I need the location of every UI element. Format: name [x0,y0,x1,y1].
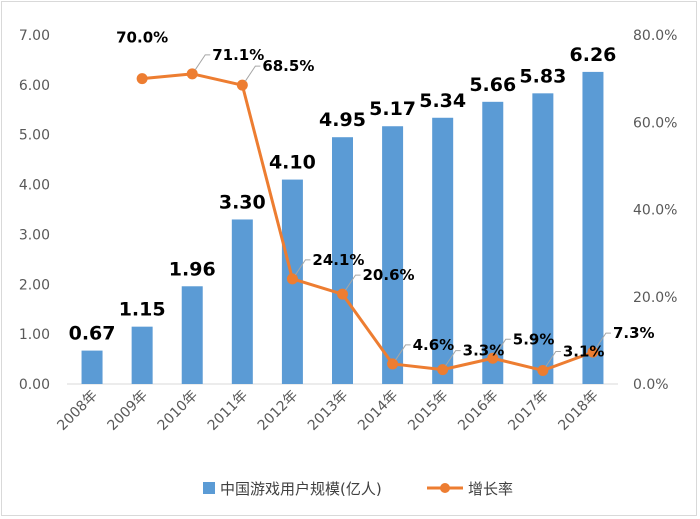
bar [532,93,554,384]
legend-line-label: 增长率 [468,480,513,498]
bar [582,71,604,384]
legend-bar-label: 中国游戏用户规模(亿人) [220,480,382,498]
bar-value-label: 6.26 [570,44,617,66]
line-point [487,352,499,364]
rate-value-label: 4.6% [413,336,455,354]
rate-value-label: 7.3% [613,324,655,342]
x-tick-label: 2011年 [205,388,251,434]
bar-value-label: 1.15 [119,299,166,321]
y-right-tick-label: 0.0% [633,377,669,393]
x-tick-label: 2014年 [355,388,401,434]
rate-value-label: 68.5% [262,57,314,75]
label-leader-line [194,54,211,71]
label-leader-line [244,65,261,82]
bar-value-label: 4.10 [269,152,316,174]
bar-value-label: 3.30 [219,191,266,213]
x-tick-label: 2012年 [255,388,301,434]
line-point [437,364,449,376]
y-right-tick-label: 80.0% [633,28,677,44]
bar [432,117,454,385]
y-left-tick-label: 2.00 [19,277,50,293]
rate-value-label: 24.1% [312,251,364,269]
x-tick-label: 2016年 [455,388,501,434]
bar [332,137,353,384]
bar-value-label: 1.96 [169,258,216,280]
line-point [186,68,198,80]
label-leader-line [294,259,311,276]
growth-line [141,72,594,372]
rate-value-label: 70.0% [116,29,168,47]
label-leader-line [545,350,561,367]
y-right-tick-label: 60.0% [633,115,677,131]
bar [181,286,203,384]
x-tick-label: 2017年 [505,388,551,434]
y-left-tick-label: 4.00 [19,178,50,194]
bar [231,219,253,384]
line-point [537,364,549,376]
bar-value-label: 5.34 [419,90,466,112]
legend-bar-swatch [203,482,215,494]
line-point [286,273,298,285]
bar [482,101,504,385]
bar-value-label: 5.66 [469,74,516,96]
bar-value-label: 5.17 [369,98,416,120]
y-left-tick-label: 1.00 [19,327,50,343]
y-left-tick-label: 7.00 [19,28,50,44]
data-labels: 0.671.151.96 3.304.104.95 5.17 5.345.66 5.83… [69,29,655,367]
legend-line-marker [440,483,450,493]
bar [382,126,404,384]
line-point [337,288,348,300]
line-series [136,68,599,376]
line-point [136,73,148,85]
rate-value-label: 3.1% [563,342,605,360]
label-leader-line [395,344,411,361]
bar-series [81,71,604,385]
x-tick-label: 2015年 [405,388,451,434]
y-left-tick-label: 5.00 [19,128,50,144]
label-leader-line [495,338,511,355]
line-point [236,79,248,91]
label-leader-line [595,332,611,349]
bar [131,326,153,384]
legend: 中国游戏用户规模(亿人) 增长率 [203,480,513,498]
bar-value-label: 0.67 [69,323,116,345]
x-tick-label: 2013年 [305,388,351,434]
y-right-tick-label: 40.0% [633,203,677,219]
label-leader-line [345,274,361,291]
x-tick-label: 2018年 [555,388,601,434]
line-point [587,346,599,358]
rate-value-label: 20.6% [363,266,415,284]
x-tick-label: 2009年 [105,388,151,434]
x-tick-label: 2008年 [54,388,100,434]
y-right-tick-label: 20.0% [633,290,677,306]
y-left-tick-label: 6.00 [19,78,50,94]
x-tick-label: 2010年 [155,388,201,434]
bar-value-label: 5.83 [519,65,566,87]
rate-value-label: 5.9% [513,330,555,348]
y-left-tick-label: 0.00 [19,377,50,393]
rate-value-label: 71.1% [212,46,264,64]
line-point [387,358,399,370]
label-leader-line [445,350,461,366]
rate-value-label: 3.3% [463,342,505,360]
y-left-tick-label: 3.00 [19,227,50,243]
bar [81,350,103,384]
bar-value-label: 4.95 [319,109,366,131]
